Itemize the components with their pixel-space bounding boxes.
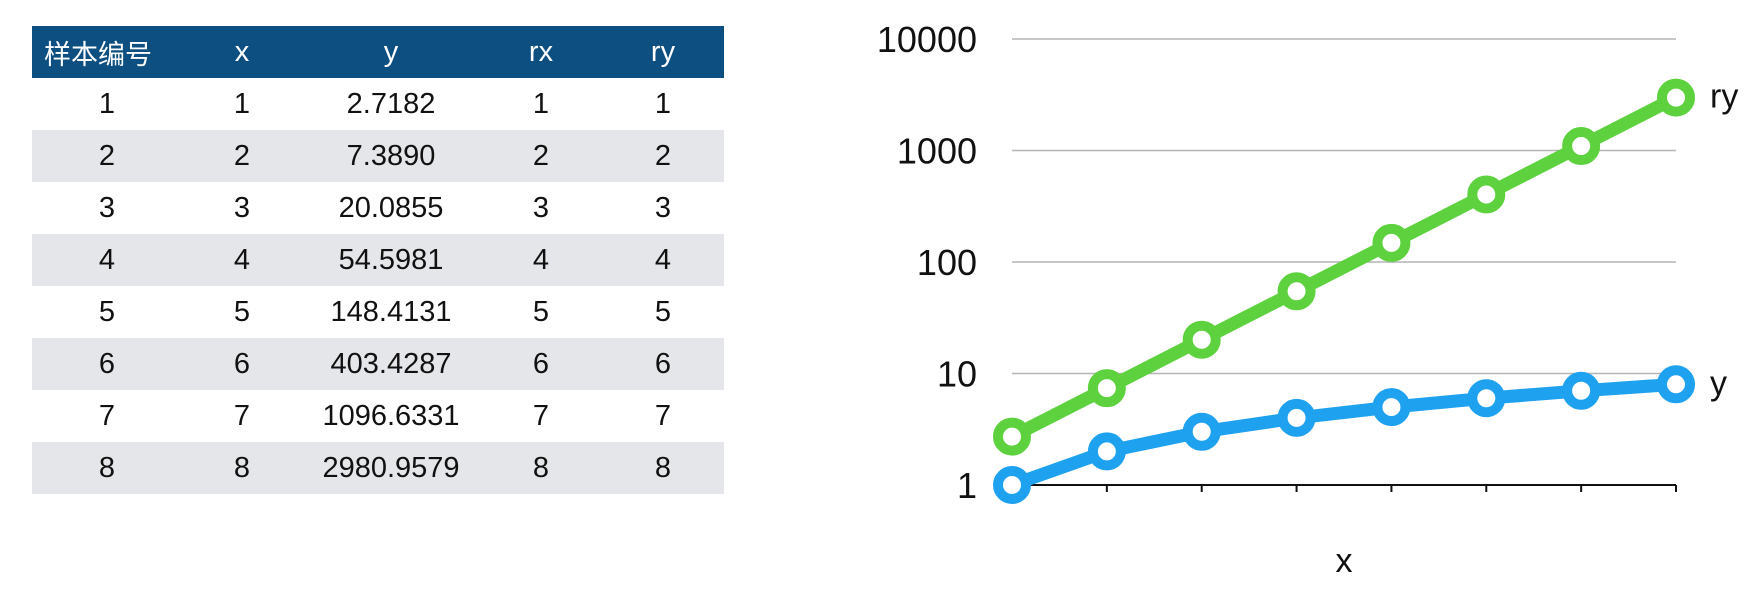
data-point-y	[1472, 384, 1500, 412]
y-tick-label: 100	[917, 242, 977, 283]
y-tick-label: 10000	[877, 19, 977, 60]
data-point-ry	[1283, 277, 1311, 305]
data-point-ry	[1093, 374, 1121, 402]
data-point-y	[1377, 393, 1405, 421]
data-point-y	[1093, 437, 1121, 465]
data-point-ry	[1188, 326, 1216, 354]
data-point-y	[1283, 404, 1311, 432]
data-point-y	[1662, 370, 1690, 398]
data-point-ry	[998, 423, 1026, 451]
data-point-y	[1188, 418, 1216, 446]
data-point-y	[998, 471, 1026, 499]
data-point-ry	[1662, 84, 1690, 112]
data-point-y	[1567, 377, 1595, 405]
series-label-ry: ry	[1710, 78, 1738, 116]
data-point-ry	[1377, 229, 1405, 257]
series-label-y: y	[1710, 364, 1727, 402]
x-axis-label: x	[1336, 542, 1353, 580]
data-point-ry	[1567, 132, 1595, 160]
y-tick-label: 1000	[897, 131, 977, 172]
y-tick-label: 10	[937, 354, 977, 395]
y-tick-label: 1	[957, 465, 977, 506]
data-point-ry	[1472, 180, 1500, 208]
